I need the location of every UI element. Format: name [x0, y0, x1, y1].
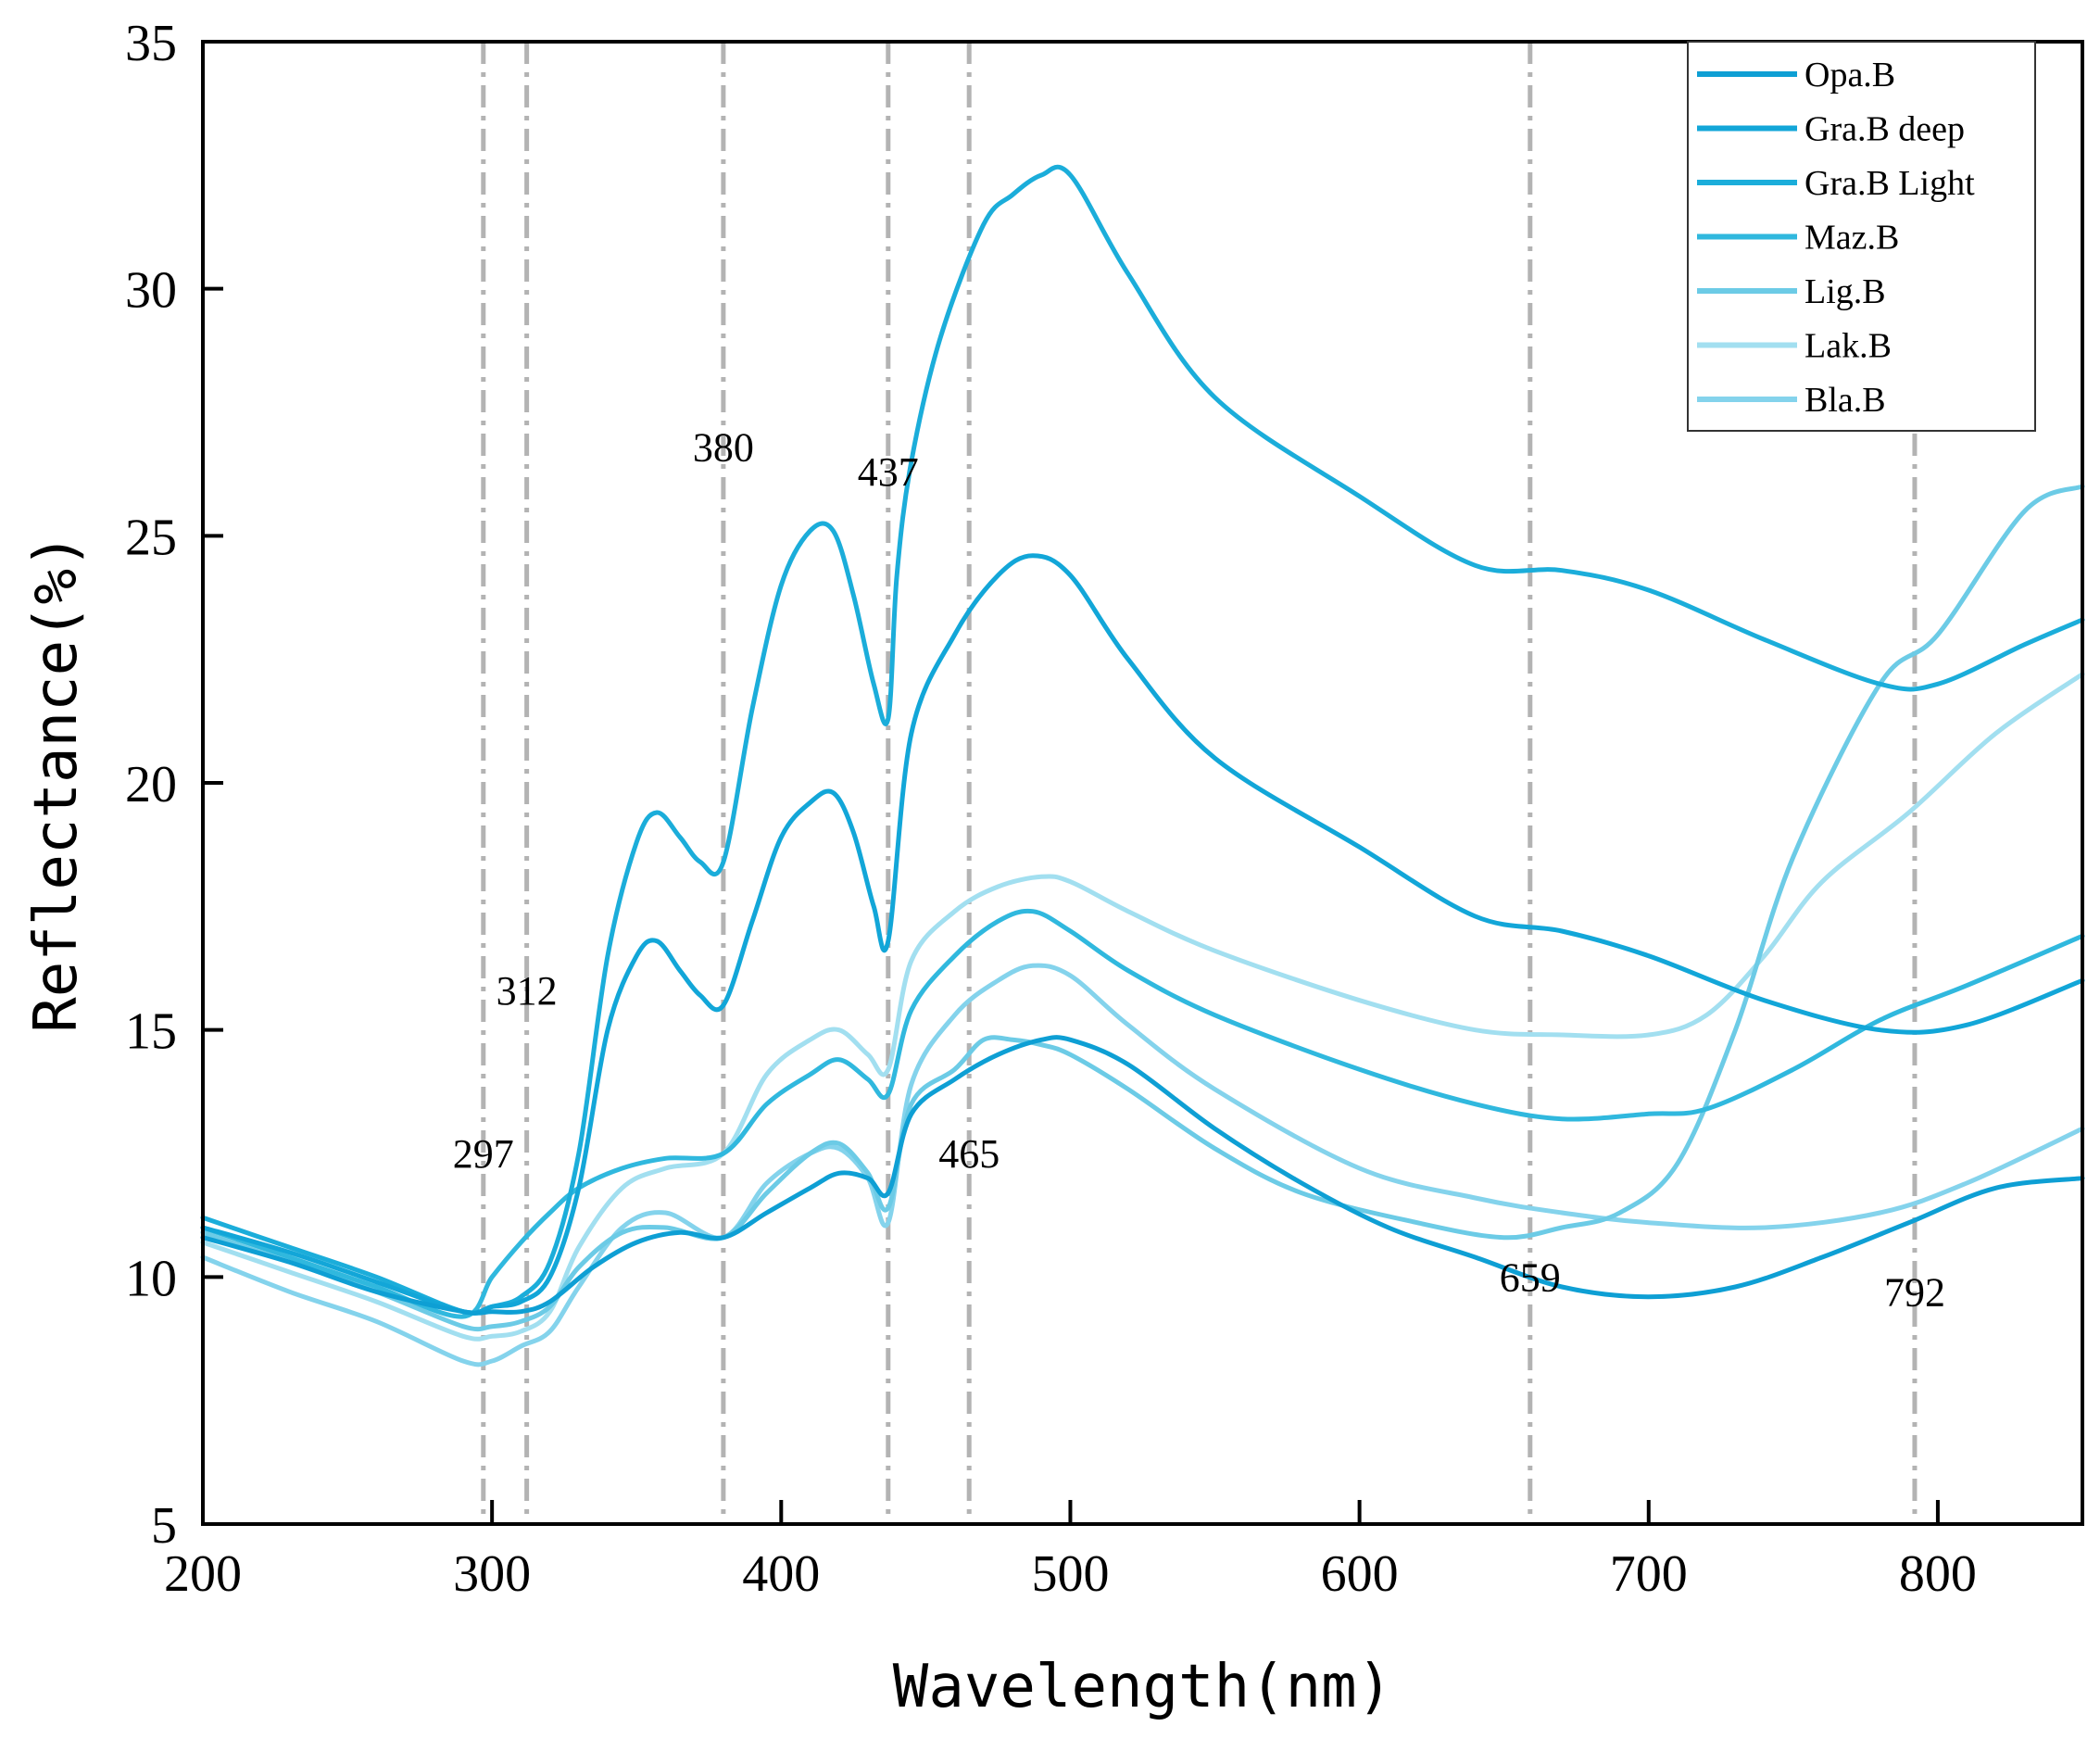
y-tick-label: 5: [151, 1497, 177, 1555]
legend-label-bla-b: Bla.B: [1804, 381, 1886, 420]
y-tick-label: 20: [125, 756, 177, 813]
x-tick-label: 800: [1899, 1545, 1977, 1603]
series-line-opa-b: [200, 1035, 2085, 1316]
reference-label-312: 312: [497, 968, 558, 1014]
reference-label-659: 659: [1500, 1254, 1561, 1300]
legend-label-gra-b-deep: Gra.B deep: [1804, 110, 1965, 149]
reference-label-465: 465: [938, 1131, 1000, 1177]
legend-label-lig-b: Lig.B: [1804, 272, 1886, 311]
y-tick-label: 10: [125, 1250, 177, 1307]
legend-label-lak-b: Lak.B: [1804, 327, 1892, 366]
series-line-gra-b-deep: [200, 553, 2085, 1316]
x-axis-title: Wavelength(nm): [893, 1653, 1392, 1721]
y-tick-label: 15: [125, 1003, 177, 1061]
legend: Opa.B Gra.B deep Gra.B Light Maz.B Lig.B Lak.…: [1687, 41, 2036, 432]
y-tick-label: 30: [125, 262, 177, 320]
legend-label-opa-b: Opa.B: [1804, 56, 1895, 95]
x-tick-label: 200: [164, 1545, 242, 1603]
axis-ticks: 200 300 400 500 600 700 800 5 10 15 20 25 30 35: [125, 15, 1977, 1603]
x-tick-label: 600: [1321, 1545, 1399, 1603]
reference-label-297: 297: [453, 1131, 514, 1177]
series-line-maz-b: [200, 908, 2085, 1319]
series-line-gra-b-light: [200, 164, 2085, 1316]
legend-label-maz-b: Maz.B: [1804, 219, 1899, 258]
series-line-bla-b: [200, 963, 2085, 1367]
reference-labels: 297 312 380 437 465 659 792: [453, 424, 1945, 1315]
reference-label-437: 437: [858, 449, 919, 495]
series-line-lak-b: [200, 672, 2085, 1342]
x-tick-label: 300: [453, 1545, 531, 1603]
x-tick-label: 700: [1610, 1545, 1688, 1603]
legend-label-gra-b-light: Gra.B Light: [1804, 164, 1975, 203]
reference-label-380: 380: [693, 424, 754, 470]
series-lines: [200, 164, 2085, 1367]
y-tick-label: 35: [125, 15, 177, 72]
series-line-lig-b: [200, 484, 2085, 1332]
y-tick-label: 25: [125, 509, 177, 566]
y-axis-title: Reflectance(%): [22, 533, 91, 1032]
reference-label-792: 792: [1884, 1269, 1945, 1315]
x-tick-label: 500: [1031, 1545, 1109, 1603]
x-tick-label: 400: [742, 1545, 820, 1603]
